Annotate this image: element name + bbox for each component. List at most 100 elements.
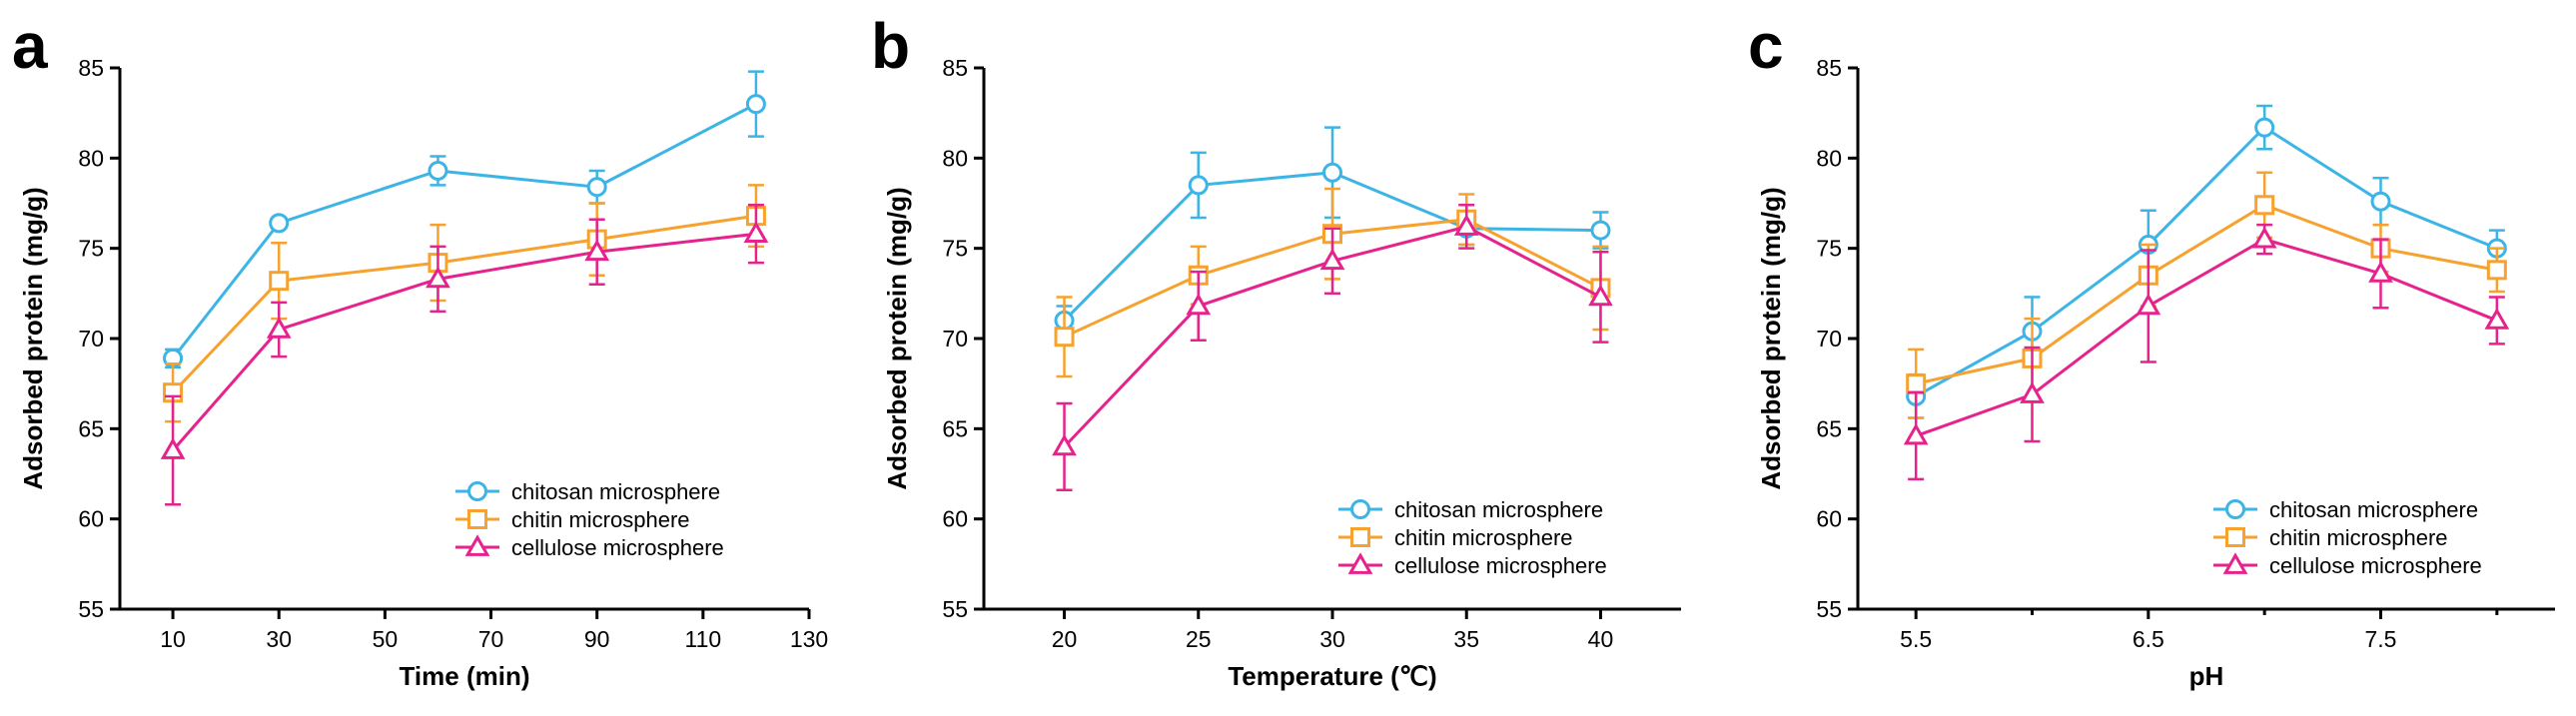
panel-b-letter: b xyxy=(871,10,910,82)
panel-a-x-axis-title: Time (min) xyxy=(400,661,530,691)
panel-a-y-tick-label: 65 xyxy=(78,415,104,441)
panel-b-y-tick-label: 85 xyxy=(942,55,968,81)
panel-b-point-chitosan xyxy=(1188,175,1209,196)
panel-a-point-cellulose xyxy=(743,221,769,244)
panel-b-point-chitin xyxy=(1054,327,1075,348)
panel-a-x-tick-label: 10 xyxy=(160,626,186,652)
legend-label-chitin: chitin microsphere xyxy=(2269,525,2448,550)
panel-c-point-cellulose xyxy=(2251,226,2277,249)
panel-c-plot: 55 60 65 70 75 80 85 5.5 6.5 7.5 chitosan microsph… xyxy=(1816,55,2555,652)
panel-b-legend: chitosan microsphere chitin microsphere ce… xyxy=(1338,497,1607,578)
panel-a-y-tick-label: 60 xyxy=(78,506,104,532)
panel-c-y-tick-label: 65 xyxy=(1816,415,1842,441)
panel-c-legend: chitosan microsphere chitin microsphere ce… xyxy=(2213,497,2482,578)
panel-c-y-axis-title: Adsorbed protein (mg/g) xyxy=(1756,187,1786,489)
panel-b-point-chitosan xyxy=(1322,162,1342,183)
panel-b: b 55 60 65 70 75 80 85 20 25 30 35 40 chitosan micro… xyxy=(871,10,1681,691)
legend-marker-chitosan xyxy=(2225,499,2245,519)
panel-c-point-cellulose xyxy=(2368,261,2393,283)
panel-c-series-line-chitin xyxy=(1915,203,2498,385)
legend-label-chitosan: chitosan microsphere xyxy=(1394,497,1603,522)
panel-a-legend: chitosan microsphere chitin microsphere ce… xyxy=(455,479,724,560)
panel-b-y-tick-label: 80 xyxy=(942,145,968,171)
panel-b-y-axis-title: Adsorbed protein (mg/g) xyxy=(882,187,912,489)
panel-a-point-cellulose xyxy=(584,239,610,262)
legend-label-chitin: chitin microsphere xyxy=(511,507,690,532)
panel-b-x-tick-label: 35 xyxy=(1453,626,1479,652)
panel-b-x-tick-label: 25 xyxy=(1186,626,1212,652)
panel-c-y-tick-label: 70 xyxy=(1816,326,1842,352)
panel-c-y-tick-label: 60 xyxy=(1816,506,1842,532)
panel-b-x-tick-label: 20 xyxy=(1052,626,1078,652)
panel-c-letter: c xyxy=(1748,10,1784,82)
panel-a-y-tick-label: 75 xyxy=(78,236,104,262)
legend-label-chitin: chitin microsphere xyxy=(1394,525,1573,550)
legend-marker-chitin xyxy=(1350,527,1370,547)
panel-b-plot: 55 60 65 70 75 80 85 20 25 30 35 40 chitosan microsp… xyxy=(942,55,1681,652)
panel-c-point-chitosan xyxy=(2370,191,2391,212)
panel-c-point-cellulose xyxy=(2020,381,2045,403)
panel-a-y-axis-title: Adsorbed protein (mg/g) xyxy=(18,187,48,489)
panel-c-point-cellulose xyxy=(1903,422,1929,445)
legend-marker-cellulose xyxy=(2222,552,2248,574)
panel-a-letter: a xyxy=(12,10,48,82)
panel-a-point-cellulose xyxy=(426,266,450,289)
panel-c-y-tick-label: 85 xyxy=(1816,55,1842,81)
legend-label-cellulose: cellulose microsphere xyxy=(1394,553,1607,578)
panel-c-point-chitosan xyxy=(2254,117,2275,138)
panel-a-y-tick-label: 80 xyxy=(78,145,104,171)
panel-a-x-tick-label: 30 xyxy=(266,626,292,652)
panel-c-y-tick-label: 80 xyxy=(1816,145,1842,171)
legend-marker-cellulose xyxy=(1347,552,1373,574)
legend-marker-chitin xyxy=(2225,527,2245,547)
panel-b-point-cellulose xyxy=(1319,248,1345,271)
panel-c-point-cellulose xyxy=(2136,293,2161,316)
panel-a-plot: 55 60 65 70 75 80 85 10 30 50 70 90 110 130 chitosan m… xyxy=(78,55,828,652)
panel-b-point-chitosan xyxy=(1590,220,1611,241)
panel-b-y-tick-label: 55 xyxy=(942,596,968,622)
panel-a-point-chitosan xyxy=(428,160,448,181)
legend-label-cellulose: cellulose microsphere xyxy=(511,535,724,560)
panel-a-point-chitosan xyxy=(269,213,290,234)
legend-label-chitosan: chitosan microsphere xyxy=(511,479,720,504)
panel-a-x-tick-label: 90 xyxy=(584,626,610,652)
legend-marker-chitin xyxy=(467,509,487,529)
panel-c-point-cellulose xyxy=(2484,308,2510,330)
panel-a-y-tick-label: 85 xyxy=(78,55,104,81)
panel-a-y-tick-label: 55 xyxy=(78,596,104,622)
panel-c-point-chitin xyxy=(2254,195,2275,216)
panel-a-x-tick-label: 50 xyxy=(373,626,399,652)
panel-b-point-cellulose xyxy=(1186,293,1212,316)
panel-c-x-axis-title: pH xyxy=(2189,661,2224,691)
panel-c-series-line-cellulose xyxy=(1915,238,2498,437)
panel-a-x-tick-label: 110 xyxy=(685,626,722,652)
panel-c-x-tick-label: 5.5 xyxy=(1900,626,1932,652)
panel-b-x-tick-label: 40 xyxy=(1588,626,1614,652)
panel-c-series-line-chitosan xyxy=(1915,125,2498,398)
panel-b-y-tick-label: 70 xyxy=(942,326,968,352)
panel-a-point-chitin xyxy=(269,271,290,292)
panel-c-x-tick-label: 6.5 xyxy=(2133,626,2164,652)
panel-b-y-tick-label: 65 xyxy=(942,415,968,441)
legend-label-chitosan: chitosan microsphere xyxy=(2269,497,2478,522)
legend-marker-chitosan xyxy=(467,481,487,501)
legend-label-cellulose: cellulose microsphere xyxy=(2269,553,2482,578)
panel-b-x-axis-title: Temperature (℃) xyxy=(1228,661,1436,691)
panel-c-y-tick-label: 55 xyxy=(1816,596,1842,622)
panel-a-x-tick-label: 70 xyxy=(478,626,504,652)
panel-a-x-tick-label: 130 xyxy=(790,626,828,652)
panel-a-point-chitosan xyxy=(586,177,607,198)
panel-c-x-tick-label: 7.5 xyxy=(2365,626,2397,652)
panel-c: c 55 60 65 70 75 80 85 5.5 6.5 7.5 chitosan micros… xyxy=(1748,10,2555,691)
panel-b-y-tick-label: 75 xyxy=(942,236,968,262)
panel-c-point-chitin xyxy=(2486,260,2507,281)
panel-b-point-cellulose xyxy=(1588,284,1613,307)
legend-marker-cellulose xyxy=(464,534,490,556)
panel-a-y-tick-label: 70 xyxy=(78,326,104,352)
panel-a-series-line-chitosan xyxy=(171,102,757,359)
panel-b-point-cellulose xyxy=(1052,433,1077,456)
panel-a-series-line-cellulose xyxy=(171,232,757,452)
panel-b-y-tick-label: 60 xyxy=(942,506,968,532)
panel-a-point-cellulose xyxy=(160,437,186,459)
